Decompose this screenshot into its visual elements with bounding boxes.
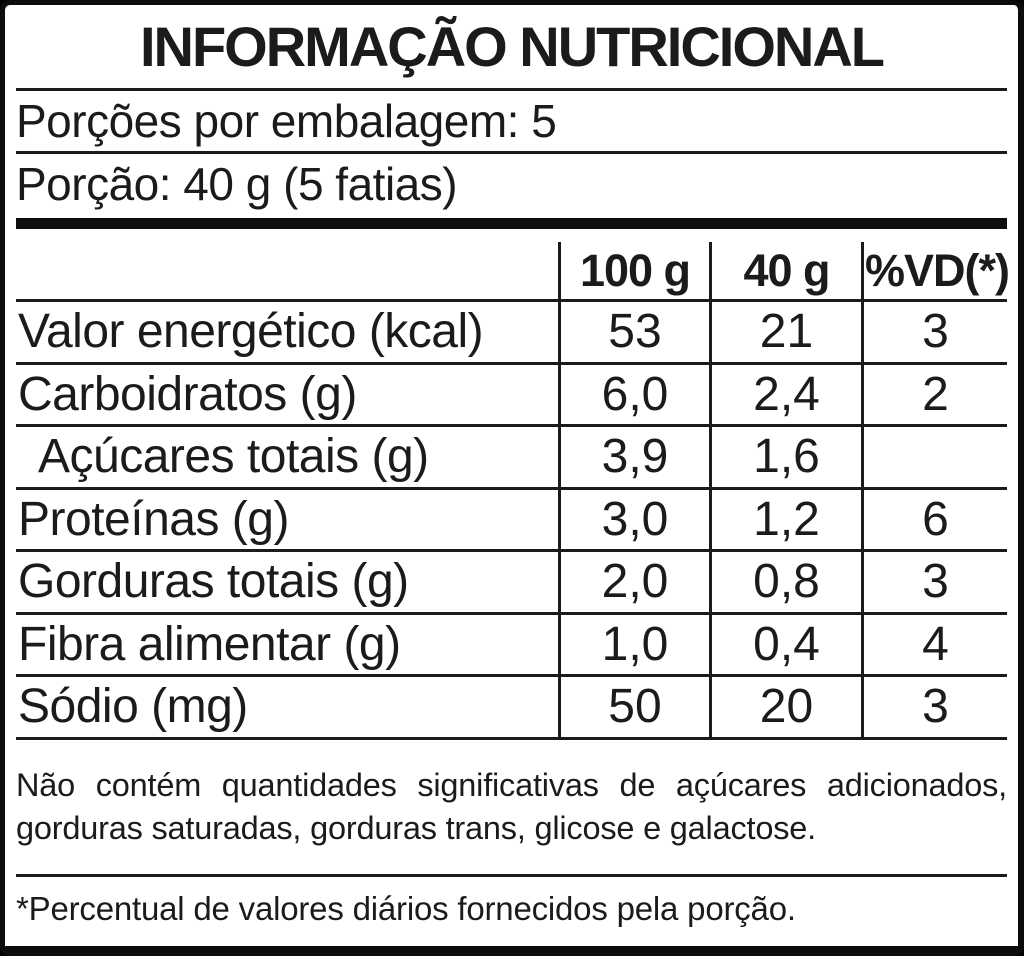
row-label: Gorduras totais (g) — [18, 555, 409, 609]
row-value-40g: 21 — [709, 302, 861, 362]
column-header-100g: 100 g — [558, 242, 709, 299]
table-row: Sódio (mg) 50 20 3 — [16, 677, 1007, 740]
header-thick-divider — [16, 218, 1007, 229]
row-value-vd: 3 — [861, 302, 1007, 362]
row-value-40g: 1,6 — [709, 427, 861, 487]
row-value-100g: 3,9 — [558, 427, 709, 487]
row-label: Açúcares totais (g) — [38, 430, 429, 484]
title-divider — [16, 88, 1007, 91]
row-value-100g: 6,0 — [558, 364, 709, 424]
footnote-text: *Percentual de valores diários fornecido… — [16, 889, 796, 927]
row-label: Valor energético (kcal) — [18, 305, 484, 359]
servings-per-package-line: Porções por embalagem: 5 — [16, 95, 557, 147]
label-title: INFORMAÇÃO NUTRICIONAL — [139, 15, 885, 78]
row-value-40g: 1,2 — [709, 489, 861, 549]
row-value-100g: 1,0 — [558, 614, 709, 674]
row-value-100g: 53 — [558, 302, 709, 362]
row-value-vd: 3 — [861, 552, 1007, 612]
servings-divider — [16, 151, 1007, 154]
table-row: Proteínas (g) 3,0 1,2 6 — [16, 489, 1007, 552]
row-value-40g: 0,8 — [709, 552, 861, 612]
column-header-40g: 40 g — [709, 242, 861, 299]
portion-size-line: Porção: 40 g (5 fatias) — [16, 158, 458, 210]
row-value-100g: 50 — [558, 677, 709, 737]
row-value-100g: 3,0 — [558, 489, 709, 549]
note-text: Não contém quantidades significativas de… — [16, 766, 1007, 846]
row-value-100g: 2,0 — [558, 552, 709, 612]
row-label: Sódio (mg) — [18, 680, 248, 734]
row-value-40g: 20 — [709, 677, 861, 737]
row-label: Fibra alimentar (g) — [18, 617, 401, 671]
footnote-divider — [16, 873, 1007, 877]
table-header: 100 g 40 g %VD(*) — [16, 242, 1010, 302]
row-value-vd: 4 — [861, 614, 1007, 674]
row-value-40g: 2,4 — [709, 364, 861, 424]
row-value-40g: 0,4 — [709, 614, 861, 674]
table-row: Açúcares totais (g) 3,9 1,6 — [16, 427, 1007, 490]
row-value-vd: 3 — [861, 677, 1007, 737]
table-row: Carboidratos (g) 6,0 2,4 2 — [16, 364, 1007, 427]
row-label: Proteínas (g) — [18, 492, 289, 546]
table-row: Valor energético (kcal) 53 21 3 — [16, 302, 1007, 365]
table-header-row: 100 g 40 g %VD(*) — [16, 242, 1010, 302]
column-header-vd: %VD(*) — [861, 242, 1010, 299]
table-body: Valor energético (kcal) 53 21 3 Carboidr… — [16, 302, 1007, 740]
row-value-vd: 2 — [861, 364, 1007, 424]
row-value-vd — [861, 427, 1007, 487]
row-label: Carboidratos (g) — [18, 367, 357, 421]
nutrition-table: 100 g 40 g %VD(*) Valor energético (kcal… — [16, 242, 1010, 740]
table-row: Gorduras totais (g) 2,0 0,8 3 — [16, 552, 1007, 615]
table-row: Fibra alimentar (g) 1,0 0,4 4 — [16, 614, 1007, 677]
column-header-empty — [16, 242, 558, 299]
row-value-vd: 6 — [861, 489, 1007, 549]
